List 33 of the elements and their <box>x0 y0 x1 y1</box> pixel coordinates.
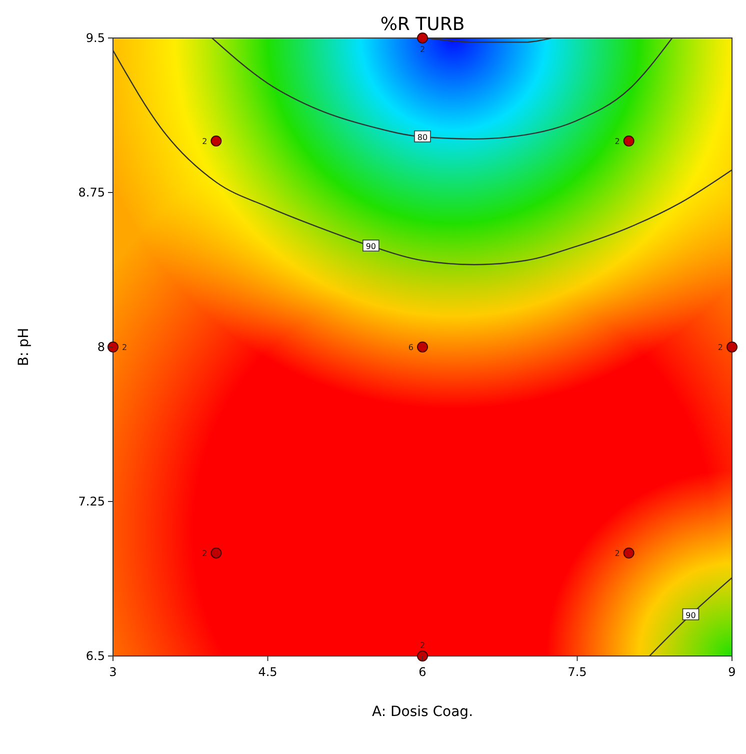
y-axis-title: B: pH <box>16 328 32 366</box>
x-tick-label: 9 <box>728 665 736 679</box>
annotation: 2 <box>202 137 208 146</box>
point <box>210 136 222 146</box>
chart-title: %R TURB <box>380 14 465 35</box>
y-tick-label: 6.5 <box>86 649 105 663</box>
y-tick-label: 9.5 <box>86 31 105 45</box>
y-tick-label: 8.75 <box>78 186 105 200</box>
x-tick-label: 6 <box>418 665 426 679</box>
y-tick-label: 7.25 <box>78 494 105 508</box>
x-tick-label: 3 <box>109 665 117 679</box>
annotation: 2 <box>718 343 723 352</box>
point <box>417 650 428 662</box>
annotation: 2 <box>420 45 426 54</box>
point <box>108 342 118 352</box>
series-label: 90 <box>686 610 696 620</box>
x-tick-label: 7.5 <box>568 665 587 679</box>
point <box>210 548 222 558</box>
y-tick-label: 8 <box>97 340 105 354</box>
point <box>417 342 428 352</box>
annotation: 2 <box>420 641 426 650</box>
point <box>623 136 634 146</box>
point <box>623 548 634 558</box>
annotation: 2 <box>122 343 128 352</box>
annotation: 2 <box>202 549 208 558</box>
annotation: 2 <box>614 137 620 146</box>
x-axis-title: A: Dosis Coag. <box>372 704 474 720</box>
point <box>726 342 738 352</box>
annotation: 2 <box>614 549 620 558</box>
series-label: 80 <box>417 132 428 142</box>
x-tick-label: 4.5 <box>258 665 278 679</box>
point <box>417 32 428 44</box>
annotation: 6 <box>408 343 414 352</box>
